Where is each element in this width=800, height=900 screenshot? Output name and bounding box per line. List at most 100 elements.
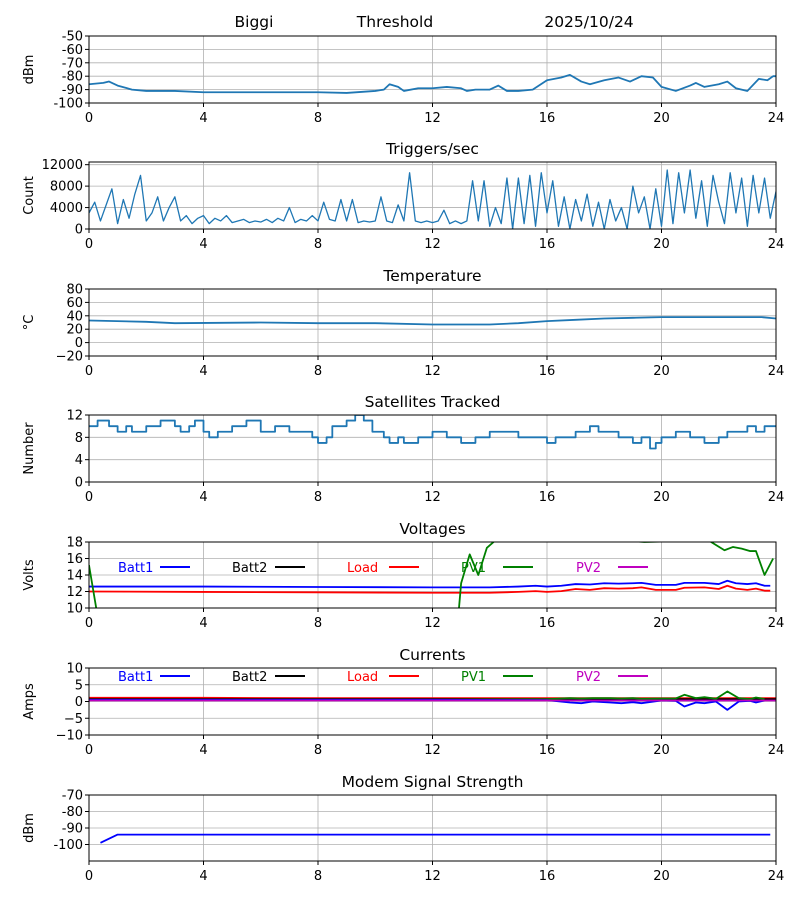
x-tick-label: 8 <box>314 364 322 379</box>
x-tick-label: 16 <box>539 869 556 884</box>
y-tick-label: -70 <box>62 56 83 71</box>
mode-label: Threshold <box>356 13 433 31</box>
y-tick-label: 60 <box>66 296 83 311</box>
series-line-modem <box>100 833 771 844</box>
y-tick-label: 16 <box>66 552 83 567</box>
series-line-temperature <box>89 316 776 326</box>
modem-signal-panel: 0 4 8 12 16 20 24 -70-80 -90-100 Modem Signal Str… <box>22 773 784 884</box>
satellites-panel: 0 4 8 12 16 20 24 12 8 4 0 Satellites Tracked Number <box>22 393 784 505</box>
y-tick-label: 4000 <box>50 201 83 216</box>
x-tick-label: 16 <box>539 364 556 379</box>
x-tick-label: 16 <box>539 743 556 758</box>
y-tick-label: -100 <box>53 838 83 853</box>
series-line-pv1 <box>89 542 774 608</box>
x-tick-label: 0 <box>85 616 93 631</box>
y-axis-label: Number <box>22 422 37 475</box>
y-tick-label: 8000 <box>50 180 83 195</box>
x-tick-label: 0 <box>85 743 93 758</box>
x-tick-label: 4 <box>199 111 207 126</box>
axes-frame <box>88 414 777 483</box>
legend-label-batt2: Batt2 <box>232 561 267 576</box>
y-tick-label: 10 <box>66 602 83 617</box>
x-tick-label: 4 <box>199 869 207 884</box>
x-tick-label: 8 <box>314 869 322 884</box>
triggers-panel: 0 4 8 12 16 20 24 12000 8000 4000 0 Triggers/sec Cou… <box>22 140 784 252</box>
x-tick-label: 20 <box>653 743 670 758</box>
series-line-threshold <box>89 73 776 94</box>
y-tick-label: −10 <box>56 729 83 744</box>
y-axis-label: dBm <box>22 55 37 85</box>
legend-label-load: Load <box>347 670 378 685</box>
panel-title: Temperature <box>382 267 481 285</box>
x-tick-label: 24 <box>768 490 785 505</box>
y-tick-label: -50 <box>62 30 83 45</box>
x-tick-label: 4 <box>199 490 207 505</box>
series-line-satellites <box>89 415 776 450</box>
x-tick-label: 12 <box>424 869 441 884</box>
x-tick-label: 20 <box>653 237 670 252</box>
y-tick-label: 0 <box>75 476 83 491</box>
x-tick-label: 12 <box>424 743 441 758</box>
y-tick-label: 12 <box>66 585 83 600</box>
legend-label-pv1: PV1 <box>461 670 486 685</box>
x-tick-label: 24 <box>768 743 785 758</box>
y-tick-label: 40 <box>66 309 83 324</box>
x-tick-label: 8 <box>314 743 322 758</box>
x-tick-label: 16 <box>539 111 556 126</box>
threshold-panel: 0 4 8 12 16 20 24 -50-60-70-80-90-100 dBm <box>22 30 784 127</box>
legend: Batt1 Batt2 Load PV1 PV2 <box>118 670 648 685</box>
x-tick-label: 20 <box>653 111 670 126</box>
x-tick-label: 8 <box>314 111 322 126</box>
y-tick-label: 18 <box>66 536 83 551</box>
x-tick-label: 16 <box>539 490 556 505</box>
y-axis-label: Amps <box>22 683 37 720</box>
axes-frame <box>88 794 777 862</box>
axes-frame <box>88 288 777 357</box>
y-tick-label: -60 <box>62 43 83 58</box>
y-tick-label: -90 <box>62 83 83 98</box>
station-name: Biggi <box>235 13 274 31</box>
y-tick-label: -90 <box>62 822 83 837</box>
y-tick-label: −5 <box>64 712 83 727</box>
x-tick-label: 8 <box>314 237 322 252</box>
y-tick-label: -100 <box>53 97 83 112</box>
x-tick-label: 4 <box>199 237 207 252</box>
y-tick-label: 20 <box>66 323 83 338</box>
axes-frame <box>88 35 777 104</box>
y-tick-label: 12 <box>66 409 83 424</box>
axes-frame <box>88 667 777 736</box>
x-tick-label: 0 <box>85 237 93 252</box>
x-tick-label: 20 <box>653 869 670 884</box>
legend-label-batt2: Batt2 <box>232 670 267 685</box>
y-axis-label: Volts <box>22 559 37 591</box>
series-line-load <box>89 584 771 594</box>
legend-label-pv2: PV2 <box>576 561 601 576</box>
header-title: Biggi Threshold 2025/10/24 <box>235 13 634 31</box>
date-label: 2025/10/24 <box>544 13 633 31</box>
x-tick-label: 8 <box>314 490 322 505</box>
y-tick-label: 0 <box>75 695 83 710</box>
x-tick-label: 16 <box>539 237 556 252</box>
y-tick-label: −20 <box>56 350 83 365</box>
legend-label-batt1: Batt1 <box>118 670 153 685</box>
y-tick-label: 80 <box>66 283 83 298</box>
y-tick-label: 10 <box>66 662 83 677</box>
x-tick-label: 24 <box>768 237 785 252</box>
x-tick-label: 24 <box>768 616 785 631</box>
x-tick-label: 12 <box>424 111 441 126</box>
x-tick-label: 0 <box>85 364 93 379</box>
y-tick-label: 14 <box>66 569 83 584</box>
legend-label-pv1: PV1 <box>461 561 486 576</box>
panel-title: Satellites Tracked <box>365 393 501 411</box>
x-tick-label: 4 <box>199 616 207 631</box>
y-axis-label: Count <box>22 176 37 215</box>
y-axis-label: °C <box>22 315 37 331</box>
y-tick-label: 8 <box>75 431 83 446</box>
x-tick-label: 12 <box>424 364 441 379</box>
y-tick-label: 12000 <box>42 158 83 173</box>
x-tick-label: 20 <box>653 616 670 631</box>
y-tick-label: -80 <box>62 805 83 820</box>
